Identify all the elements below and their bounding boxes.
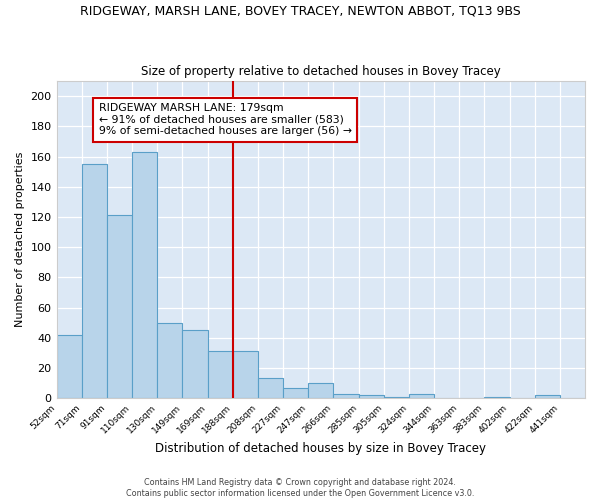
Bar (107, 216, 132, 398)
Bar (258, 378, 283, 398)
Text: Contains HM Land Registry data © Crown copyright and database right 2024.
Contai: Contains HM Land Registry data © Crown c… (126, 478, 474, 498)
Y-axis label: Number of detached properties: Number of detached properties (15, 152, 25, 328)
Bar (484, 396, 509, 398)
Bar (157, 322, 182, 398)
Bar (182, 330, 208, 398)
Bar (535, 395, 560, 398)
Bar (383, 396, 409, 398)
Text: RIDGEWAY, MARSH LANE, BOVEY TRACEY, NEWTON ABBOT, TQ13 9BS: RIDGEWAY, MARSH LANE, BOVEY TRACEY, NEWT… (80, 5, 520, 18)
Bar (359, 395, 383, 398)
Text: RIDGEWAY MARSH LANE: 179sqm
← 91% of detached houses are smaller (583)
9% of sem: RIDGEWAY MARSH LANE: 179sqm ← 91% of det… (99, 103, 352, 136)
Bar (132, 152, 157, 398)
Bar (233, 352, 258, 398)
Bar (208, 352, 233, 398)
X-axis label: Distribution of detached houses by size in Bovey Tracey: Distribution of detached houses by size … (155, 442, 486, 455)
Bar (409, 394, 434, 398)
Bar (308, 383, 334, 398)
Bar (82, 164, 107, 398)
Bar (283, 388, 308, 398)
Bar (56, 334, 82, 398)
Title: Size of property relative to detached houses in Bovey Tracey: Size of property relative to detached ho… (141, 66, 500, 78)
Bar (334, 394, 359, 398)
